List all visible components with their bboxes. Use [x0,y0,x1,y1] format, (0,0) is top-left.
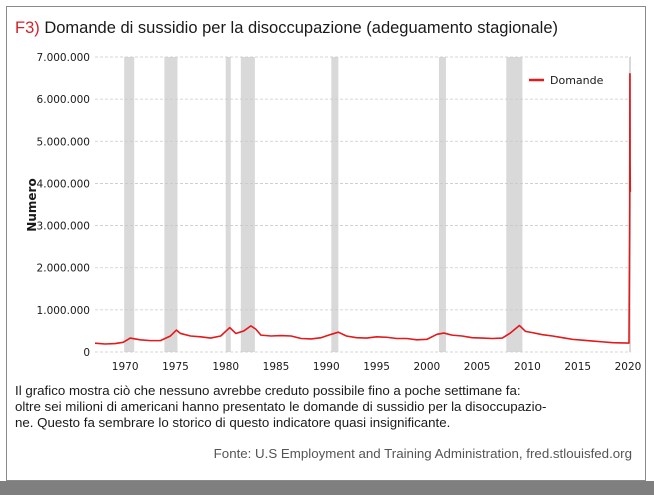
bottom-bar [0,481,654,495]
y-axis-label: Numero [25,178,39,231]
y-tick-label: 7.000.000 [37,52,90,64]
x-tick-labels: 1970 1975 1980 1985 1990 1995 2000 2005 2010 2015… [112,361,642,373]
y-tick-label: 6.000.000 [37,94,90,106]
y-tick-label: 1.000.000 [37,305,90,317]
x-tick-label: 1995 [363,361,390,373]
x-tick-label: 1980 [212,361,239,373]
x-tick-label: 1985 [263,361,290,373]
y-tick-labels: 0 1.000.000 2.000.000 3.000.000 4.000.000 5.0… [37,52,90,359]
x-tick-label: 2015 [564,361,591,373]
recession-band [164,57,178,352]
caption-line: oltre sei milioni di americani hanno pre… [15,399,547,414]
caption-line: Il grafico mostra ciò che nessuno avrebb… [15,383,521,398]
y-tick-label: 0 [83,347,90,359]
y-tick-label: 2.000.000 [37,263,90,275]
legend-label-domande: Domande [550,74,604,87]
figure-frame [6,6,646,481]
chart: 0 1.000.000 2.000.000 3.000.000 4.000.000 5.0… [25,52,642,373]
x-tick-label: 2010 [514,361,541,373]
figure-title: F3) Domande di sussidio per la disoccupa… [15,19,558,38]
y-tick-label: 4.000.000 [37,178,90,190]
series-line-domande [94,73,632,345]
source-credit: Fonte: U.S Employment and Training Admin… [213,446,632,461]
recession-band [124,57,135,352]
recession-bands [124,57,631,352]
x-tick-label: 2005 [464,361,491,373]
legend: Domande [529,74,604,87]
x-tick-label: 2000 [413,361,440,373]
caption: Il grafico mostra ciò che nessuno avrebb… [15,383,635,431]
figure-label: F3) [15,19,40,37]
gridlines [95,56,631,353]
recession-band [438,57,446,352]
x-tick-label: 1990 [313,361,340,373]
x-tick-label: 1975 [162,361,189,373]
x-tick-label: 1970 [112,361,139,373]
recession-band [331,57,339,352]
recession-band [506,57,523,352]
recession-band [240,57,255,352]
recession-band [225,57,231,352]
x-tick-label: 2020 [615,361,642,373]
caption-line: ne. Questo fa sembrare lo storico di que… [15,415,451,430]
y-tick-label: 5.000.000 [37,136,90,148]
y-tick-label: 3.000.000 [37,221,90,233]
figure-title-text: Domande di sussidio per la disoccupazion… [44,19,558,37]
